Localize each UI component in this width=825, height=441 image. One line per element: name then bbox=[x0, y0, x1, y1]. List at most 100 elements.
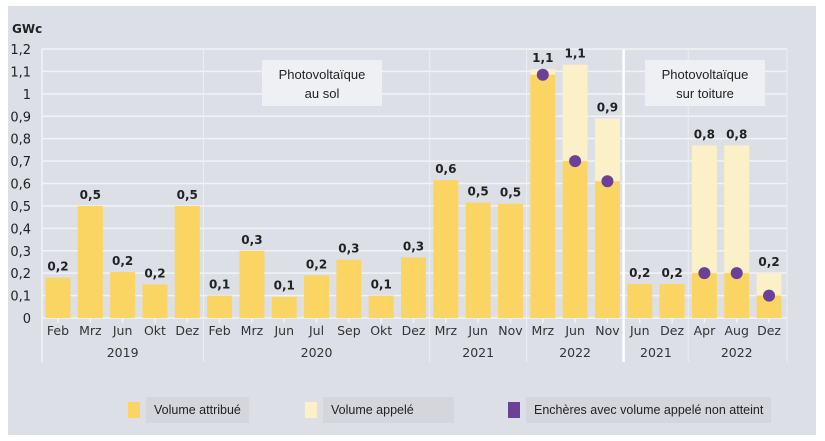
bar-volume-attribue bbox=[756, 295, 782, 318]
y-tick-label: 1,2 bbox=[10, 43, 31, 58]
x-tick-label: Mrz bbox=[435, 323, 458, 338]
x-tick-label: Dez bbox=[757, 323, 781, 338]
x-tick-label: Feb bbox=[209, 323, 231, 338]
bar-volume-attribue bbox=[691, 273, 717, 318]
x-tick-label: Nov bbox=[595, 323, 620, 338]
data-label: 0,1 bbox=[209, 278, 230, 292]
y-tick-label: 0,2 bbox=[10, 267, 31, 282]
bar-volume-attribue bbox=[239, 250, 265, 318]
legend-item-non-atteint: Enchères avec volume appelé non atteint bbox=[508, 397, 772, 423]
section-annotation-text: Photovoltaïque bbox=[279, 67, 366, 82]
y-tick-label: 1 bbox=[23, 88, 31, 103]
section-annotation-box bbox=[262, 60, 382, 106]
bar-volume-attribue bbox=[401, 257, 427, 318]
y-tick-label: 0,1 bbox=[10, 290, 31, 305]
data-label: 0,5 bbox=[177, 188, 198, 202]
data-label: 0,8 bbox=[694, 127, 715, 141]
x-group-label: 2019 bbox=[107, 345, 139, 360]
x-group-label: 2021 bbox=[640, 345, 672, 360]
bar-volume-attribue bbox=[110, 272, 136, 318]
y-tick-label: 0,3 bbox=[10, 245, 31, 260]
y-tick-label: 0,9 bbox=[10, 110, 31, 125]
bar-volume-attribue bbox=[142, 284, 168, 318]
bar-volume-attribue bbox=[207, 295, 233, 318]
data-label: 0,8 bbox=[726, 127, 747, 141]
legend-swatch bbox=[508, 402, 520, 418]
y-axis-unit: GWc bbox=[12, 22, 42, 36]
y-tick-label: 0,7 bbox=[10, 155, 31, 170]
section-annotation-text: sur toiture bbox=[676, 86, 734, 101]
bar-volume-attribue bbox=[77, 205, 103, 318]
data-label: 1,1 bbox=[564, 47, 585, 61]
bar-volume-attribue bbox=[659, 283, 685, 318]
y-tick-label: 0,5 bbox=[10, 200, 31, 215]
x-tick-label: Jun bbox=[112, 323, 133, 338]
section-annotation-text: Photovoltaïque bbox=[662, 67, 749, 82]
data-label: 0,6 bbox=[435, 162, 456, 176]
data-label: 1,1 bbox=[532, 51, 553, 65]
section-annotation-box bbox=[645, 60, 765, 106]
data-label: 0,9 bbox=[597, 100, 618, 114]
x-tick-label: Aug bbox=[725, 323, 749, 338]
bar-volume-attribue bbox=[724, 273, 750, 318]
y-tick-label: 0,4 bbox=[10, 222, 31, 237]
bar-volume-attribue bbox=[336, 259, 362, 318]
bar-volume-attribue bbox=[45, 277, 71, 318]
bar-volume-attribue bbox=[271, 296, 297, 318]
x-tick-label: Jun bbox=[564, 323, 585, 338]
marker-non-atteint bbox=[763, 289, 776, 302]
x-tick-label: Sep bbox=[337, 323, 361, 338]
x-tick-label: Feb bbox=[47, 323, 69, 338]
data-label: 0,2 bbox=[306, 257, 327, 271]
marker-non-atteint bbox=[536, 68, 549, 81]
x-group-label: 2022 bbox=[721, 345, 753, 360]
data-label: 0,2 bbox=[661, 266, 682, 280]
x-tick-label: Mrz bbox=[79, 323, 102, 338]
bar-volume-attribue bbox=[594, 181, 620, 318]
data-label: 0,5 bbox=[468, 185, 489, 199]
marker-non-atteint bbox=[698, 267, 711, 280]
x-tick-label: Dez bbox=[402, 323, 426, 338]
x-tick-label: Jul bbox=[308, 323, 324, 338]
x-tick-label: Dez bbox=[660, 323, 684, 338]
data-label: 0,2 bbox=[144, 266, 165, 280]
legend-label: Enchères avec volume appelé non atteint bbox=[526, 397, 772, 423]
data-label: 0,3 bbox=[338, 242, 359, 256]
x-tick-label: Apr bbox=[694, 323, 716, 338]
y-tick-label: 0,6 bbox=[10, 178, 31, 193]
y-tick-label: 1,1 bbox=[10, 65, 31, 80]
x-tick-label: Mrz bbox=[241, 323, 264, 338]
x-tick-label: Dez bbox=[175, 323, 199, 338]
y-tick-label: 0,8 bbox=[10, 133, 31, 148]
data-label: 0,5 bbox=[80, 188, 101, 202]
x-group-label: 2021 bbox=[462, 345, 494, 360]
marker-non-atteint bbox=[601, 175, 614, 188]
data-label: 0,2 bbox=[112, 254, 133, 268]
x-tick-label: Jun bbox=[273, 323, 294, 338]
data-label: 0,1 bbox=[274, 279, 295, 293]
x-tick-label: Jun bbox=[629, 323, 650, 338]
x-tick-label: Okt bbox=[370, 323, 392, 338]
section-annotation-text: au sol bbox=[305, 86, 340, 101]
bar-volume-attribue bbox=[627, 283, 653, 318]
bar-volume-attribue bbox=[562, 161, 588, 318]
legend-item-appele: Volume appelé bbox=[305, 397, 454, 423]
bar-volume-attribue bbox=[433, 180, 459, 318]
marker-non-atteint bbox=[569, 155, 582, 168]
data-label: 0,2 bbox=[47, 260, 68, 274]
x-tick-label: Mrz bbox=[532, 323, 555, 338]
data-label: 0,2 bbox=[758, 255, 779, 269]
data-label: 0,2 bbox=[629, 266, 650, 280]
bar-volume-attribue bbox=[497, 203, 523, 318]
x-tick-label: Okt bbox=[144, 323, 166, 338]
bar-volume-attribue bbox=[465, 202, 491, 318]
x-group-label: 2020 bbox=[301, 345, 333, 360]
marker-non-atteint bbox=[730, 267, 743, 280]
legend-item-attribue: Volume attribué bbox=[128, 397, 249, 423]
bar-volume-attribue bbox=[530, 74, 556, 318]
x-tick-label: Nov bbox=[498, 323, 523, 338]
data-label: 0,1 bbox=[371, 278, 392, 292]
data-label: 0,3 bbox=[403, 239, 424, 253]
x-tick-label: Jun bbox=[467, 323, 488, 338]
